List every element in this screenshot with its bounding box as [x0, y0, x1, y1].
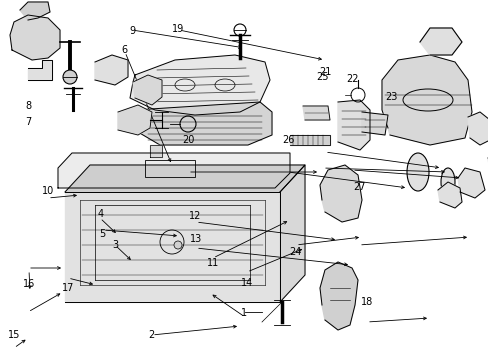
- Polygon shape: [65, 192, 280, 302]
- Polygon shape: [95, 55, 128, 85]
- Polygon shape: [381, 55, 471, 145]
- Polygon shape: [303, 106, 329, 120]
- Text: 21: 21: [318, 67, 331, 77]
- Text: 25: 25: [316, 72, 328, 82]
- Text: 13: 13: [189, 234, 202, 244]
- Text: 18: 18: [360, 297, 372, 307]
- Text: 2: 2: [148, 330, 154, 340]
- Text: 24: 24: [289, 247, 302, 257]
- Text: 23: 23: [384, 92, 397, 102]
- Text: 5: 5: [100, 229, 105, 239]
- Text: 4: 4: [97, 209, 103, 219]
- Polygon shape: [58, 153, 289, 188]
- Text: 9: 9: [129, 26, 135, 36]
- Text: 19: 19: [172, 24, 184, 34]
- Circle shape: [174, 241, 182, 249]
- Polygon shape: [361, 112, 387, 135]
- Polygon shape: [457, 168, 484, 198]
- Polygon shape: [467, 112, 488, 145]
- Text: 1: 1: [241, 308, 247, 318]
- Text: 15: 15: [7, 330, 20, 340]
- Polygon shape: [280, 165, 305, 302]
- Polygon shape: [487, 150, 488, 180]
- Polygon shape: [437, 182, 461, 208]
- Polygon shape: [65, 165, 305, 192]
- Polygon shape: [319, 262, 357, 330]
- Polygon shape: [150, 145, 162, 157]
- Ellipse shape: [440, 168, 454, 196]
- Polygon shape: [419, 28, 461, 55]
- Text: 10: 10: [41, 186, 54, 196]
- Text: 8: 8: [25, 101, 31, 111]
- Text: 11: 11: [206, 258, 219, 268]
- Polygon shape: [337, 100, 369, 150]
- Text: 26: 26: [282, 135, 294, 145]
- Circle shape: [63, 70, 77, 84]
- Polygon shape: [28, 60, 52, 80]
- Text: 3: 3: [112, 240, 118, 250]
- Text: 6: 6: [122, 45, 127, 55]
- Polygon shape: [135, 102, 271, 145]
- Text: 7: 7: [25, 117, 31, 127]
- Text: 14: 14: [240, 278, 253, 288]
- Polygon shape: [130, 55, 269, 115]
- Polygon shape: [10, 15, 60, 60]
- Ellipse shape: [406, 153, 428, 191]
- Polygon shape: [20, 2, 50, 20]
- Text: 12: 12: [189, 211, 202, 221]
- Polygon shape: [289, 135, 329, 145]
- Text: 22: 22: [345, 74, 358, 84]
- Polygon shape: [118, 105, 152, 135]
- Text: 27: 27: [352, 182, 365, 192]
- Polygon shape: [133, 75, 162, 105]
- Text: 20: 20: [182, 135, 194, 145]
- Text: 16: 16: [23, 279, 36, 289]
- Polygon shape: [319, 165, 361, 222]
- Text: 17: 17: [62, 283, 75, 293]
